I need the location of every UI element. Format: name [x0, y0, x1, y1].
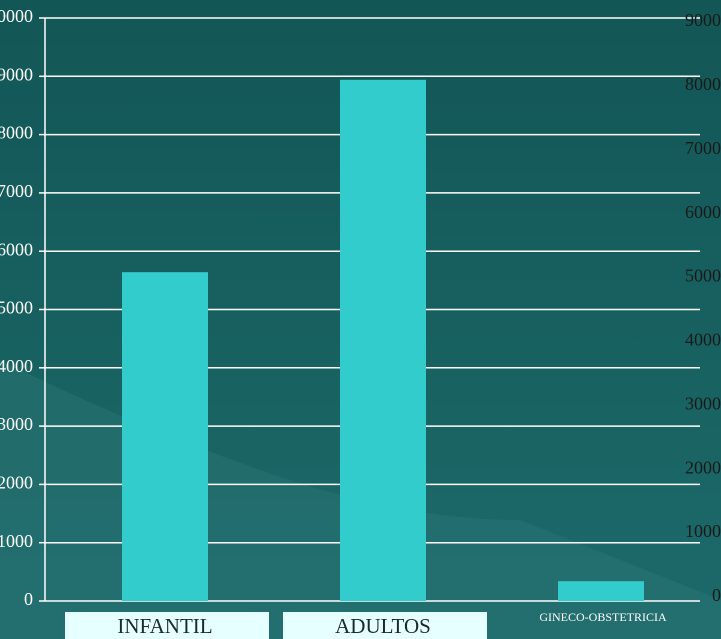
x-tick-label: ADULTOS [335, 614, 431, 638]
y2-tick-label: 5000 [685, 266, 721, 286]
y2-tick-label: 9000 [685, 10, 721, 30]
y-tick-label: 8000 [0, 123, 33, 143]
y-tick-label: 9000 [0, 64, 33, 84]
x-tick-label: INFANTIL [117, 614, 212, 638]
y-tick-label: 3000 [0, 414, 33, 434]
y-tick-label: 6000 [0, 239, 33, 259]
bar [122, 272, 208, 601]
y2-tick-label: 1000 [685, 521, 721, 541]
y2-tick-label: 8000 [685, 74, 721, 94]
y-tick-label: 10000 [0, 6, 33, 26]
y2-tick-label: 4000 [685, 330, 721, 350]
y2-tick-label: 7000 [685, 138, 721, 158]
x-tick-label: GINECO-OBSTETRICIA [539, 610, 667, 624]
y2-tick-label: 0 [712, 585, 721, 605]
y-tick-label: 7000 [0, 181, 33, 201]
y-tick-label: 4000 [0, 356, 33, 376]
page: {"chart_data": {"type": "bar", "categori… [0, 0, 721, 639]
y-tick-label: 5000 [0, 298, 33, 318]
bar [340, 80, 426, 601]
y2-tick-label: 6000 [685, 202, 721, 222]
y2-tick-label: 2000 [685, 457, 721, 477]
y-tick-label: 2000 [0, 473, 33, 493]
y-tick-label: 0 [24, 589, 33, 609]
y-tick-label: 1000 [0, 531, 33, 551]
y2-tick-label: 3000 [685, 393, 721, 413]
chart: 0 1000 2000 3000 4000 5000 6000 7000 8000 9000 100… [0, 0, 721, 639]
bar [558, 581, 644, 601]
